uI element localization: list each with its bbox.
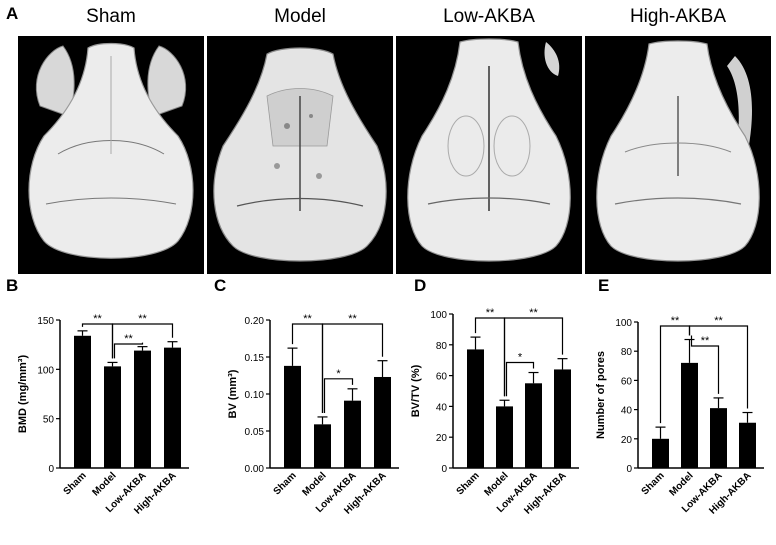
significance-label: ** [138, 313, 147, 325]
y-tick-label: 0 [48, 464, 54, 475]
chart-bv: 0.00 0.05 0.10 0.15 0.20 BV (mm³) Sham Model Low… [208, 300, 408, 545]
panel-c-letter: C [214, 276, 227, 295]
significance-label: ** [714, 315, 723, 327]
y-tick-label: 100 [615, 318, 632, 329]
significance-bracket [690, 335, 720, 394]
y-axis-label: Number of pores [595, 351, 607, 439]
bar-model [314, 424, 331, 468]
significance-label: ** [348, 313, 357, 325]
image-title-sham: Sham [86, 6, 136, 27]
significance-bracket [113, 342, 144, 359]
bar-low-akba [525, 383, 542, 468]
significance-label: ** [303, 313, 312, 325]
y-axis-label: BMD (mg/mm³) [17, 355, 29, 434]
significance-label: ** [701, 335, 710, 347]
significance-label: ** [529, 307, 538, 319]
significance-label: ** [486, 307, 495, 319]
bar-low-akba [134, 350, 151, 468]
bar-sham [284, 365, 301, 468]
y-tick-label: 20 [436, 433, 448, 444]
significance-label: * [336, 368, 341, 380]
y-tick-label: 20 [621, 435, 633, 446]
category-label: Sham [455, 470, 482, 497]
bar-high-akba [164, 347, 181, 468]
category-label: Sham [62, 470, 89, 497]
significance-bracket [505, 361, 535, 397]
significance-label: ** [124, 333, 133, 345]
y-tick-label: 80 [436, 341, 448, 352]
category-label: Model [300, 470, 328, 498]
bar-high-akba [374, 376, 391, 468]
skull-image-low-akba [396, 36, 582, 274]
bar-sham [652, 438, 669, 468]
y-tick-label: 0.15 [245, 353, 265, 364]
y-tick-label: 0.00 [245, 464, 265, 475]
panel-a-letter: A [6, 4, 19, 23]
bar-high-akba [739, 422, 756, 468]
chart-pores: 0 20 40 60 80 100 Number of pores Sham Model Low-… [590, 300, 776, 545]
y-tick-label: 0.10 [245, 390, 265, 401]
significance-label: ** [671, 315, 680, 327]
skull-image-sham [18, 36, 204, 274]
bar-high-akba [554, 369, 571, 468]
significance-bracket [503, 317, 564, 397]
significance-bracket [323, 378, 354, 413]
panel-b-letter: B [6, 276, 19, 295]
y-tick-label: 50 [43, 415, 55, 426]
y-tick-label: 150 [37, 316, 54, 327]
bar-model [104, 366, 121, 468]
y-tick-label: 100 [430, 310, 447, 321]
significance-bracket [688, 325, 749, 409]
significance-label: * [518, 352, 523, 364]
skull-image-high-akba [585, 36, 771, 274]
y-tick-label: 0.20 [245, 316, 265, 327]
bar-low-akba [344, 400, 361, 468]
significance-label: ** [93, 313, 102, 325]
y-tick-label: 40 [621, 406, 633, 417]
y-tick-label: 100 [37, 365, 54, 376]
image-title-low-akba: Low-AKBA [443, 6, 535, 27]
panel-e-letter: E [598, 276, 610, 295]
category-label: Model [90, 470, 118, 498]
y-tick-label: 60 [436, 372, 448, 383]
image-title-model: Model [274, 6, 326, 27]
y-tick-label: 0 [626, 464, 632, 475]
y-axis-label: BV (mm³) [227, 369, 239, 418]
y-tick-label: 0.05 [245, 427, 265, 438]
y-tick-label: 40 [436, 402, 448, 413]
panel-d-letter: D [414, 276, 427, 295]
bar-low-akba [710, 408, 727, 468]
chart-bmd: 0 50 100 150 BMD (mg/mm³) Sham Model Low-AKBA Hi… [0, 300, 200, 545]
significance-bracket [111, 323, 174, 359]
bar-sham [74, 335, 91, 468]
y-tick-label: 60 [621, 376, 633, 387]
chart-bvtv: 0 20 40 60 80 100 BV/TV (%) Sham Model Low-AKBA Hi… [405, 300, 605, 545]
image-title-high-akba: High-AKBA [629, 6, 727, 27]
bar-sham [467, 349, 484, 468]
y-tick-label: 0 [441, 464, 447, 475]
y-tick-label: 80 [621, 347, 633, 358]
skull-image-model [207, 36, 393, 274]
category-label: Sham [272, 470, 299, 497]
significance-bracket [321, 323, 384, 413]
bar-model [496, 406, 513, 468]
category-label: Sham [640, 470, 667, 497]
bar-model [681, 362, 698, 468]
y-axis-label: BV/TV (%) [410, 364, 422, 417]
